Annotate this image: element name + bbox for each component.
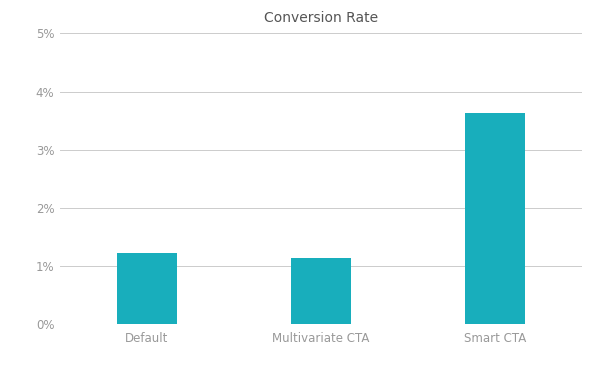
Bar <box>116 253 178 324</box>
Bar <box>290 258 352 324</box>
Title: Conversion Rate: Conversion Rate <box>264 12 378 25</box>
Bar <box>464 113 526 324</box>
